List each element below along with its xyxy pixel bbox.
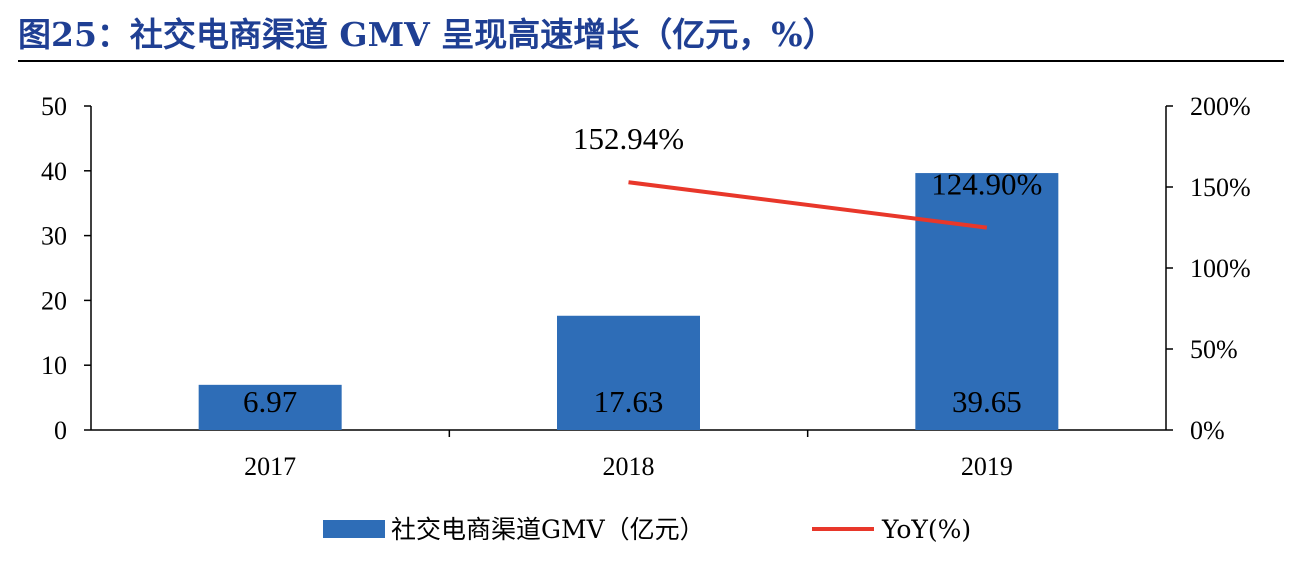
yoy-value-label: 124.90% xyxy=(931,167,1042,202)
left-tick-label: 10 xyxy=(41,351,67,380)
legend: 社交电商渠道GMV（亿元） YoY(%) xyxy=(323,515,971,544)
bar-value-label: 17.63 xyxy=(594,384,664,419)
right-tick-label: 0% xyxy=(1190,416,1225,445)
chart-title: 图25：社交电商渠道 GMV 呈现高速增长（亿元，%） xyxy=(18,15,836,54)
bar-value-label: 6.97 xyxy=(243,384,297,419)
legend-label: 社交电商渠道GMV（亿元） xyxy=(391,515,705,544)
yoy-value-label: 152.94% xyxy=(573,121,684,156)
bars xyxy=(198,173,1059,430)
lines xyxy=(628,180,988,230)
x-tick-label: 2019 xyxy=(961,452,1013,481)
title-rule xyxy=(18,60,1284,62)
bar-2017 xyxy=(198,384,342,430)
right-tick-label: 50% xyxy=(1190,335,1238,364)
left-tick-label: 40 xyxy=(41,157,67,186)
right-tick-label: 150% xyxy=(1190,173,1251,202)
x-tick-label: 2017 xyxy=(244,452,296,481)
left-tick-label: 20 xyxy=(41,286,67,315)
right-tick-label: 100% xyxy=(1190,254,1251,283)
bar-value-label: 39.65 xyxy=(952,384,1022,419)
right-tick-label: 200% xyxy=(1190,92,1251,121)
line-yoy xyxy=(628,180,988,230)
bar-2018 xyxy=(557,315,700,430)
left-tick-label: 0 xyxy=(54,416,67,445)
data-labels: 6.97 17.63 39.65 152.94% 124.90% xyxy=(243,121,1042,419)
left-tick-label: 50 xyxy=(41,92,67,121)
left-tick-label: 30 xyxy=(41,222,67,251)
x-tick-label: 2018 xyxy=(603,452,655,481)
legend-label: YoY(%) xyxy=(881,515,971,544)
bar-2019 xyxy=(915,173,1059,430)
legend-swatch-bar xyxy=(323,520,385,538)
